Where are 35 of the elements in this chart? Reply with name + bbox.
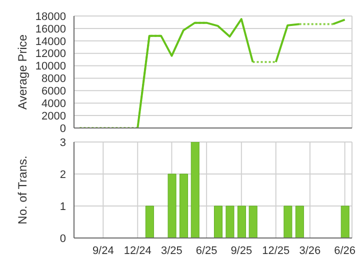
bar — [168, 174, 176, 238]
bar — [237, 206, 246, 238]
bar — [284, 206, 292, 238]
x-tick-label: 6/26 — [334, 244, 356, 257]
y-tick-label: 10000 — [35, 60, 66, 73]
y-axis-title: Average Price — [15, 34, 30, 110]
y-tick-label: 16000 — [35, 23, 66, 36]
y-tick-label: 6000 — [42, 86, 66, 98]
bar — [214, 206, 222, 238]
y-tick-label: 0 — [60, 232, 66, 245]
y-tick-label: 18000 — [35, 10, 66, 23]
bar — [248, 206, 258, 238]
x-tick-label: 3/25 — [161, 244, 182, 257]
x-tick-label: 3/26 — [299, 244, 321, 257]
x-tick-label: 12/24 — [124, 244, 152, 257]
bar — [295, 206, 304, 238]
y-axis-title: No. of Trans. — [15, 156, 30, 224]
x-tick-label: 9/25 — [230, 244, 252, 257]
bar — [190, 142, 200, 238]
y-tick-label: 2000 — [42, 110, 66, 122]
y-tick-label: 14000 — [35, 36, 66, 48]
bar — [180, 174, 188, 238]
y-tick-label: 0 — [60, 122, 66, 135]
bar — [145, 206, 154, 238]
bar — [226, 206, 234, 238]
y-tick-label: 2 — [60, 168, 66, 181]
x-tick-label: 6/25 — [196, 244, 218, 257]
y-tick-label: 1 — [60, 200, 66, 213]
x-tick-label: 12/25 — [262, 244, 290, 257]
y-tick-label: 12000 — [35, 48, 66, 60]
x-tick-label: 9/24 — [92, 244, 114, 257]
bar — [340, 206, 350, 238]
y-tick-label: 8000 — [42, 73, 66, 86]
y-tick-label: 4000 — [42, 98, 66, 110]
y-tick-label: 3 — [60, 136, 66, 149]
